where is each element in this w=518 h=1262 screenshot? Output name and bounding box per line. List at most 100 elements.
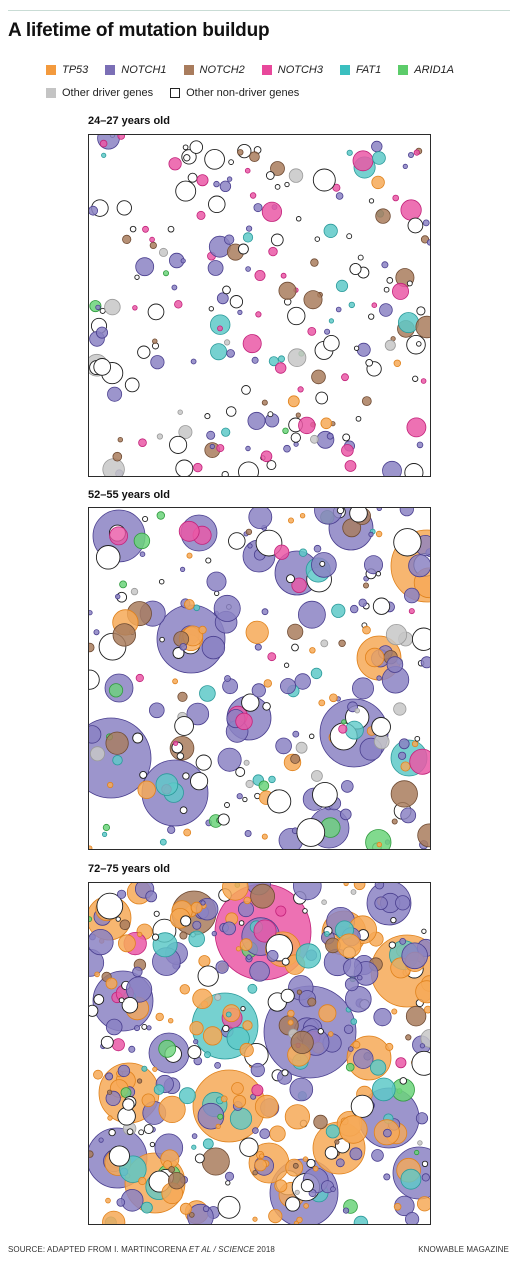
clone-notch2 [249, 151, 260, 163]
clone-nondriver [317, 1028, 324, 1035]
clone-notch1 [415, 1112, 429, 1125]
clone-fat1 [152, 932, 178, 958]
legend-swatch [105, 65, 116, 75]
legend-label: Other driver genes [62, 87, 154, 99]
clone-notch3 [168, 157, 182, 171]
clone-notch1 [117, 1064, 131, 1078]
legend-label: NOTCH3 [277, 64, 323, 76]
clone-tp53 [190, 901, 203, 914]
clone-arid1a [341, 719, 347, 725]
clone-nondriver [342, 433, 351, 442]
clone-notch1 [279, 678, 296, 695]
clone-tp53 [107, 781, 114, 789]
clone-nondriver [137, 345, 151, 359]
clone-nondriver [224, 802, 230, 808]
clone-nondriver [204, 413, 211, 420]
clone-notch1 [248, 508, 273, 529]
clone-notch1 [171, 284, 178, 291]
clone-nondriver [336, 508, 345, 515]
clone-fat1 [335, 279, 349, 292]
clone-notch1 [224, 234, 235, 245]
clone-other [384, 339, 396, 351]
clone-notch3 [275, 905, 287, 917]
clone-nondriver [308, 733, 315, 740]
clone-nondriver-nested [286, 574, 295, 584]
clone-notch1 [407, 151, 414, 158]
clone-other [159, 247, 169, 257]
clone-nondriver [368, 313, 375, 320]
clone-notch1 [224, 1171, 235, 1181]
clone-notch1 [335, 306, 342, 313]
clone-other [295, 741, 308, 754]
clone-nondriver [217, 813, 230, 826]
clone-notch1 [252, 1127, 259, 1134]
clone-tp53 [320, 417, 333, 430]
clone-fat1 [101, 152, 107, 158]
clone-nondriver [183, 154, 191, 162]
clone-nondriver [228, 159, 234, 165]
clone-notch1 [420, 656, 430, 669]
clone-nondriver [225, 1180, 231, 1186]
legend-item-notch2: NOTCH2 [183, 64, 245, 76]
clone-notch1 [105, 1018, 123, 1036]
clone-notch3 [99, 139, 108, 148]
clone-nondriver [270, 233, 284, 247]
clone-tp53-nested [365, 647, 385, 668]
top-rule [8, 10, 510, 11]
clone-tp53 [245, 620, 269, 644]
bubble-chart-old [89, 883, 430, 1224]
clone-notch3 [420, 378, 427, 384]
clone-nondriver [350, 1094, 374, 1118]
clone-notch3 [400, 199, 422, 221]
clone-fat1 [371, 1077, 396, 1102]
clone-notch1 [145, 890, 158, 903]
clone-notch1 [381, 261, 389, 269]
clone-other [102, 458, 125, 476]
clone-notch3 [413, 149, 420, 156]
clone-fat1-nested [344, 720, 364, 740]
clone-nondriver [169, 435, 188, 454]
clone-notch3-nested [338, 724, 348, 734]
clone-nondriver [407, 217, 424, 234]
clone-notch1 [209, 443, 215, 450]
clone-notch3 [142, 225, 149, 233]
clone-notch1 [335, 192, 344, 200]
clone-nondriver [151, 933, 160, 941]
clone-nondriver [225, 406, 237, 417]
clone-notch2 [292, 1162, 299, 1169]
legend-row-other: Other driver genes Other non-driver genes [46, 83, 506, 103]
clone-nondriver [174, 716, 194, 736]
panel-middle [88, 507, 431, 850]
clone-notch3 [297, 386, 304, 393]
clone-notch1 [383, 1128, 392, 1138]
clone-notch1 [371, 140, 383, 153]
clone-tp53 [102, 1210, 126, 1224]
clone-notch1 [93, 629, 100, 636]
clone-nondriver [100, 1035, 114, 1049]
clone-notch1 [215, 960, 229, 974]
clone-other [309, 434, 319, 444]
clone-notch2 [405, 1005, 427, 1027]
clone-tp53 [318, 1004, 337, 1023]
clone-notch1 [383, 1173, 391, 1181]
clone-other [245, 779, 254, 789]
clone-nondriver [280, 988, 295, 1003]
clone-notch3 [249, 192, 257, 199]
clone-notch3 [392, 194, 400, 202]
clone-notch1 [202, 1205, 210, 1212]
clone-notch2 [112, 623, 137, 647]
clone-nondriver [372, 597, 391, 615]
clone-other [320, 639, 329, 648]
clone-nondriver [411, 1050, 430, 1076]
clone-notch2 [405, 1034, 412, 1041]
clone-fat1 [295, 943, 321, 969]
clone-tp53 [93, 1069, 103, 1080]
clone-nondriver [239, 1137, 259, 1157]
clone-tp53 [391, 1008, 398, 1015]
clone-notch1 [213, 180, 220, 188]
legend-swatch [170, 88, 181, 98]
clone-tp53 [220, 1095, 228, 1103]
clone-notch2 [250, 883, 276, 909]
clone-nondriver [315, 391, 329, 405]
clone-nondriver [235, 767, 246, 777]
